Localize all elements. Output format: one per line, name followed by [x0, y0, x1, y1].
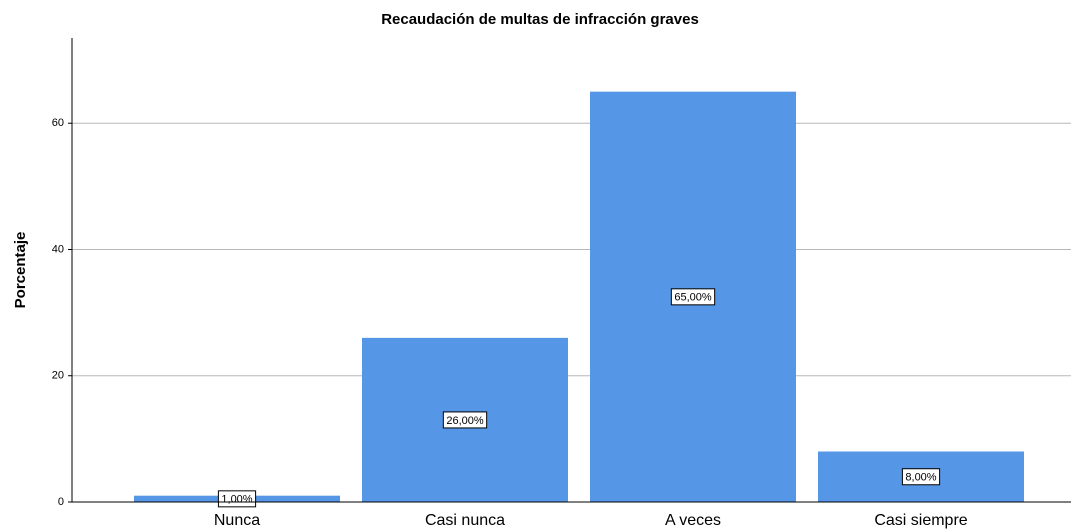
value-label: 26,00% [446, 415, 484, 427]
value-label-box [217, 490, 257, 508]
y-tick-label: 60 [52, 117, 64, 129]
x-tick-label: Nunca [214, 512, 260, 529]
x-tick-label: A veces [665, 512, 721, 529]
value-label-box [901, 468, 941, 486]
value-label-box [670, 288, 716, 306]
x-tick-label: Casi siempre [874, 512, 967, 529]
value-label: 1,00% [221, 494, 252, 506]
y-tick-label: 20 [52, 370, 64, 382]
chart-title: Recaudación de multas de infracción grav… [381, 11, 699, 28]
value-label-box [442, 411, 488, 429]
y-axis-label: Porcentaje [12, 232, 29, 309]
y-tick-label: 40 [52, 243, 64, 255]
value-label: 8,00% [905, 472, 936, 484]
x-tick-label: Casi nunca [425, 512, 505, 529]
value-label: 65,00% [674, 292, 712, 304]
y-tick-label: 0 [58, 496, 64, 508]
